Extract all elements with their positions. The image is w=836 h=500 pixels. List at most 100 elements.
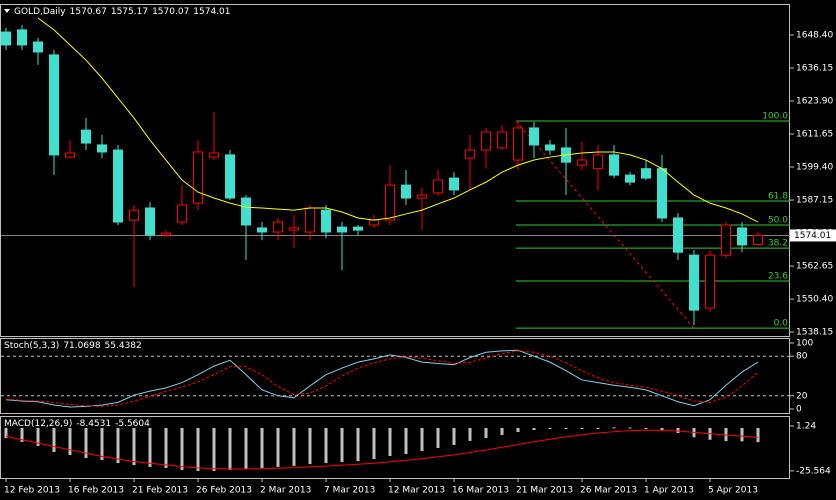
histogram-bar bbox=[676, 427, 680, 434]
histogram-bar bbox=[564, 427, 568, 430]
y-tick-label: 1.24 bbox=[796, 421, 816, 431]
current-price-label: 1574.01 bbox=[794, 231, 831, 241]
histogram-bar bbox=[340, 427, 344, 463]
histogram-bar bbox=[212, 427, 216, 471]
candle-body bbox=[241, 197, 251, 226]
candle-body bbox=[433, 179, 443, 194]
candle-body bbox=[513, 127, 523, 161]
candle-body bbox=[721, 224, 731, 256]
candle-body bbox=[369, 219, 379, 226]
histogram-bar bbox=[484, 427, 488, 439]
candle-body bbox=[641, 168, 651, 179]
y-tick-label: 1599.40 bbox=[796, 163, 833, 173]
histogram-bar bbox=[580, 427, 584, 429]
histogram-bar bbox=[468, 427, 472, 441]
x-tick-label: 1 Apr 2013 bbox=[644, 486, 694, 496]
histogram-bar bbox=[628, 427, 632, 429]
candle-body bbox=[161, 232, 171, 236]
y-tick-label: 1562.65 bbox=[796, 262, 833, 272]
candle-body bbox=[273, 221, 283, 233]
fib-label: 38.2 bbox=[768, 239, 788, 249]
candle-body bbox=[417, 194, 427, 199]
x-tick-label: 16 Mar 2013 bbox=[452, 486, 509, 496]
histogram-bar bbox=[356, 427, 360, 462]
histogram-bar bbox=[68, 427, 72, 456]
stoch-panel-frame bbox=[0, 338, 790, 414]
panel-title: GOLD,Daily 1570.67 1575.17 1570.07 1574.01 bbox=[14, 7, 231, 17]
candle-body bbox=[673, 217, 683, 253]
candle-body bbox=[129, 209, 139, 221]
y-tick-label: 1538.15 bbox=[796, 328, 833, 338]
fib-label: 0.0 bbox=[774, 319, 789, 329]
histogram-bar bbox=[372, 427, 376, 460]
candle-body bbox=[401, 184, 411, 199]
candle-body bbox=[33, 41, 43, 53]
histogram-bar bbox=[740, 427, 744, 442]
histogram-bar bbox=[388, 427, 392, 457]
indicator-line bbox=[5, 350, 759, 407]
histogram-bar bbox=[548, 427, 552, 430]
histogram-bar bbox=[180, 427, 184, 470]
x-tick-label: 12 Mar 2013 bbox=[388, 486, 445, 496]
histogram-bar bbox=[420, 427, 424, 451]
title-value: 55.4382 bbox=[105, 341, 142, 351]
histogram-bar bbox=[20, 427, 24, 442]
histogram-bar bbox=[660, 427, 664, 431]
candle-body bbox=[609, 154, 619, 176]
candle-body bbox=[289, 227, 299, 231]
current-price-box bbox=[790, 229, 836, 242]
histogram-bar bbox=[612, 427, 616, 429]
candle-body bbox=[625, 174, 635, 183]
title-value: -8.4531 bbox=[76, 419, 111, 429]
candle-body bbox=[753, 234, 763, 245]
candle-body bbox=[481, 131, 491, 151]
moving-average bbox=[37, 17, 759, 223]
title-text: Stoch(5,3,3) bbox=[4, 341, 59, 351]
candle-body bbox=[529, 127, 539, 146]
title-value: 71.0698 bbox=[63, 341, 100, 351]
title-text: GOLD,Daily bbox=[14, 7, 66, 17]
candle-body bbox=[225, 154, 235, 199]
x-tick-label: 26 Mar 2013 bbox=[580, 486, 637, 496]
x-tick-label: 21 Feb 2013 bbox=[132, 486, 188, 496]
candle-body bbox=[449, 177, 459, 191]
candle-body bbox=[465, 149, 475, 159]
candle-body bbox=[177, 204, 187, 223]
y-tick-label: 1623.90 bbox=[796, 97, 833, 107]
panel-title: MACD(12,26,9) -8.4531 -5.5604 bbox=[4, 419, 150, 429]
indicator-line bbox=[5, 429, 759, 470]
histogram-bar bbox=[164, 427, 168, 468]
y-tick-label: 20 bbox=[796, 391, 808, 401]
histogram-bar bbox=[516, 427, 520, 433]
histogram-bar bbox=[100, 427, 104, 461]
candle-body bbox=[113, 149, 123, 223]
histogram-bar bbox=[724, 427, 728, 442]
indicator-line bbox=[5, 349, 759, 408]
histogram-bar bbox=[308, 427, 312, 465]
candle-body bbox=[81, 129, 91, 144]
histogram-bar bbox=[756, 427, 760, 443]
histogram-bar bbox=[228, 427, 232, 470]
candle-body bbox=[1, 31, 11, 46]
candle-body bbox=[577, 159, 587, 166]
menu-arrow[interactable] bbox=[4, 9, 10, 13]
title-value: 1570.67 bbox=[70, 7, 107, 17]
histogram-bar bbox=[244, 427, 248, 469]
candle-body bbox=[737, 227, 747, 246]
histogram-bar bbox=[644, 427, 648, 429]
title-value: 1570.07 bbox=[152, 7, 189, 17]
macd-panel-frame bbox=[0, 416, 790, 479]
candle-body bbox=[305, 207, 315, 233]
candle-body bbox=[193, 151, 203, 204]
histogram-bar bbox=[260, 427, 264, 468]
candle-body bbox=[689, 254, 699, 311]
title-text: MACD(12,26,9) bbox=[4, 419, 72, 429]
x-tick-label: 7 Mar 2013 bbox=[324, 486, 375, 496]
histogram-bar bbox=[52, 427, 56, 452]
fib-label: 50.0 bbox=[768, 215, 788, 225]
y-tick-label: 1550.40 bbox=[796, 295, 833, 305]
x-tick-label: 5 Apr 2013 bbox=[708, 486, 758, 496]
candle-body bbox=[49, 54, 59, 156]
x-tick-label: 21 Mar 2013 bbox=[516, 486, 573, 496]
